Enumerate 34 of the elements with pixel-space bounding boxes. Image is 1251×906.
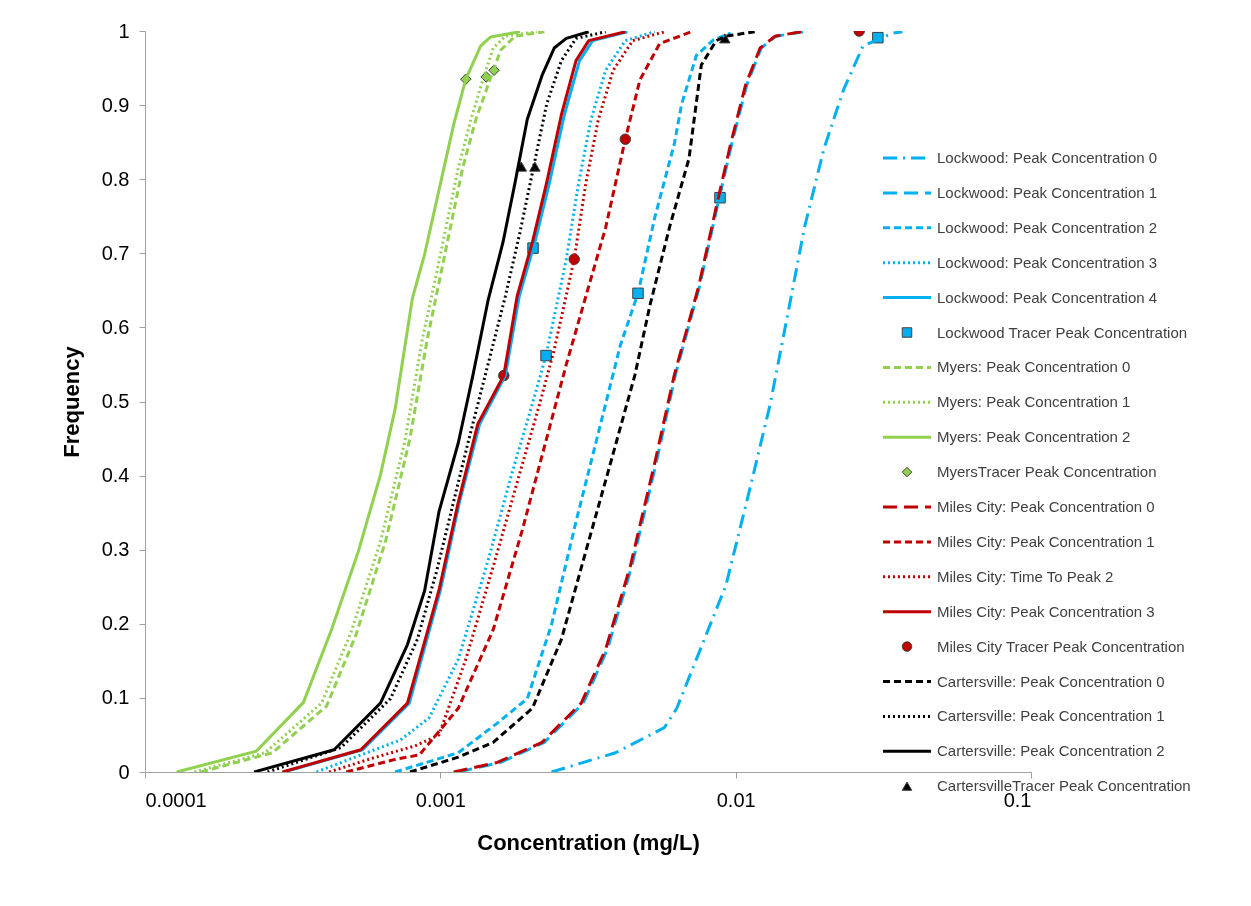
legend-label: Lockwood: Peak Concentration 4 xyxy=(937,288,1158,306)
y-tick-label: 0.5 xyxy=(101,390,130,412)
x-tick-label: 0.0001 xyxy=(145,788,207,811)
legend-label: Miles City: Peak Concentration 1 xyxy=(937,532,1155,550)
legend-label: Myers: Peak Concentration 2 xyxy=(937,428,1131,446)
y-tick-label: 0.7 xyxy=(101,241,130,264)
legend-label: Lockwood: Peak Concentration 0 xyxy=(937,149,1158,166)
legend-label: Miles City: Peak Concentration 3 xyxy=(937,602,1155,620)
legend-label: Cartersville: Peak Concentration 0 xyxy=(937,672,1165,690)
legend-label: Cartersville: Peak Concentration 2 xyxy=(937,742,1165,760)
legend-label: Lockwood: Peak Concentration 2 xyxy=(937,218,1158,236)
legend-label: Miles City Tracer Peak Concentration xyxy=(937,637,1185,655)
y-tick-label: 0.8 xyxy=(101,167,130,190)
y-tick-label: 0.3 xyxy=(101,538,130,561)
legend-label: Myers: Peak Concentration 0 xyxy=(937,358,1131,376)
legend-label: Lockwood: Peak Concentration 3 xyxy=(937,253,1158,271)
y-tick-label: 0.2 xyxy=(101,612,130,635)
y-tick-label: 0.6 xyxy=(101,315,130,338)
legend-label: Cartersville: Peak Concentration 1 xyxy=(937,707,1165,725)
y-tick-label: 0 xyxy=(118,760,130,783)
y-tick-label: 0.9 xyxy=(101,93,130,116)
y-axis-title: Frequency xyxy=(58,345,84,458)
legend-label: Lockwood Tracer Peak Concentration xyxy=(937,323,1188,341)
x-tick-label: 0.01 xyxy=(716,788,756,811)
legend-label: Lockwood: Peak Concentration 1 xyxy=(937,183,1158,201)
legend-label: Myers: Peak Concentration 1 xyxy=(937,393,1131,411)
x-tick-label: 0.001 xyxy=(415,788,466,811)
y-tick-label: 0.4 xyxy=(101,464,130,487)
y-tick-label: 1 xyxy=(118,19,130,42)
legend-label: Miles City: Peak Concentration 0 xyxy=(937,498,1155,515)
x-axis-title: Concentration (mg/L) xyxy=(477,829,700,855)
legend-label: Miles City: Time To Peak 2 xyxy=(937,567,1114,585)
legend-label: MyersTracer Peak Concentration xyxy=(937,463,1157,481)
y-tick-label: 0.1 xyxy=(101,686,130,709)
